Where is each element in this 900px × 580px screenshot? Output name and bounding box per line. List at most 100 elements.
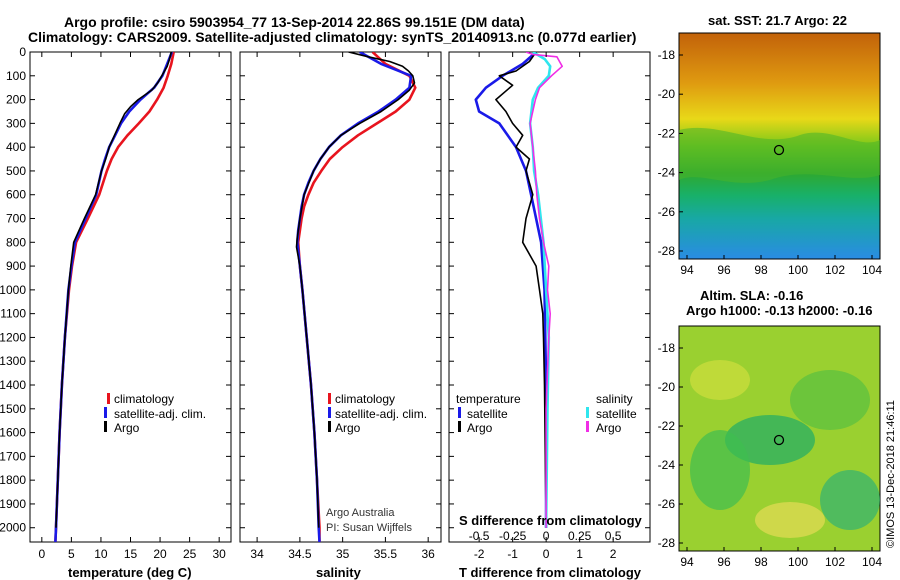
sst-map-title: sat. SST: 21.7 Argo: 22: [708, 13, 847, 28]
depth-tick-label: 300: [6, 116, 26, 130]
sla-map-blob: [790, 370, 870, 430]
depth-tick-label: 1900: [0, 497, 26, 511]
depth-tick-label: 500: [6, 164, 26, 178]
legend-label-satellite: satellite-adj. clim.: [114, 407, 206, 421]
t-difference-axis-label: T difference from climatology: [459, 565, 642, 580]
legend-swatch-climatology: [328, 393, 331, 404]
difference-plot-frame: [448, 51, 651, 543]
depth-axis: 0 100 200 300 400 500 600 700 800 900 1000 1100 1200…: [0, 45, 650, 535]
x-tick-label: -1: [507, 547, 518, 561]
sst-argo-location-marker: [773, 144, 785, 156]
map-lat-label: -28: [658, 244, 676, 258]
temperature-plot-frame: [29, 51, 232, 543]
salinity-profiles: [295, 52, 417, 542]
legend-swatch-satellite: [104, 407, 107, 418]
map-lat-label: -20: [658, 380, 676, 394]
depth-tick-label: 0: [19, 45, 26, 59]
s-diff-tick-label: 0.25: [568, 529, 592, 543]
map-lon-label: 102: [825, 555, 845, 569]
legend-label-argo: Argo: [114, 421, 140, 435]
x-tick-label: -2: [474, 547, 485, 561]
difference-profiles: [474, 52, 564, 528]
s-diff-tick-label: 0: [543, 529, 550, 543]
depth-tick-label: 1100: [0, 307, 26, 321]
figure-title-line2: Climatology: CARS2009. Satellite-adjuste…: [28, 29, 637, 45]
x-tick-label: 34: [250, 547, 264, 561]
depth-tick-label: 700: [6, 212, 26, 226]
series-line-argo: [295, 52, 416, 528]
map-lon-label: 94: [680, 263, 694, 277]
map-lon-label: 100: [788, 555, 808, 569]
depth-tick-label: 200: [6, 93, 26, 107]
x-tick-label: 5: [68, 547, 75, 561]
map-lon-label: 104: [862, 263, 882, 277]
series-line-temperature-argo: [495, 52, 547, 528]
depth-tick-label: 1300: [0, 354, 26, 368]
depth-tick-label: 1600: [0, 426, 26, 440]
legend-swatch-t-satellite: [458, 407, 461, 418]
x-tick-label: 2: [610, 547, 617, 561]
x-tick-label: 35: [336, 547, 350, 561]
imos-copyright-label: ©IMOS 13-Dec-2018 21:46:11: [885, 400, 897, 548]
map-lat-label: -26: [658, 497, 676, 511]
x-tick-label: 0: [543, 547, 550, 561]
legend-swatch-satellite: [328, 407, 331, 418]
depth-tick-label: 1500: [0, 402, 26, 416]
s-diff-tick-label: -0.25: [499, 529, 527, 543]
map-lon-label: 98: [754, 263, 768, 277]
map-lat-label: -22: [658, 126, 676, 140]
legend-label-climatology: climatology: [335, 392, 395, 406]
legend-swatch-climatology: [107, 393, 110, 404]
legend-swatch-argo: [104, 421, 107, 432]
x-tick-label: 25: [183, 547, 197, 561]
salinity-axis-label: salinity: [316, 565, 362, 580]
depth-tick-label: 1400: [0, 378, 26, 392]
legend-swatch-argo: [328, 421, 331, 432]
legend-label-s-satellite: satellite: [596, 407, 637, 421]
depth-tick-label: 1800: [0, 473, 26, 487]
sla-map-title-line2: Argo h1000: -0.13 h2000: -0.16: [686, 303, 872, 318]
map-lat-label: -18: [658, 48, 676, 62]
map-lat-label: -26: [658, 205, 676, 219]
s-diff-tick-label: -0.5: [469, 529, 490, 543]
legend-swatch-s-satellite: [586, 407, 589, 418]
legend-title-temperature: temperature: [456, 392, 521, 406]
map-lon-label: 104: [862, 555, 882, 569]
sla-map-blob: [820, 470, 880, 530]
x-tick-label: 20: [153, 547, 167, 561]
depth-tick-label: 900: [6, 259, 26, 273]
legend-label-argo: Argo: [335, 421, 361, 435]
series-line-salinity-argo: [525, 52, 564, 528]
legend-label-climatology: climatology: [114, 392, 174, 406]
x-tick-label: 1: [576, 547, 583, 561]
map-lat-label: -20: [658, 87, 676, 101]
map-lat-label: -24: [658, 166, 676, 180]
sla-argo-location-marker: [773, 434, 785, 446]
x-tick-label: 15: [124, 547, 138, 561]
depth-tick-label: 2000: [0, 521, 26, 535]
x-tick-label: 0: [38, 547, 45, 561]
s-difference-axis-label: S difference from climatology: [459, 513, 643, 528]
sla-map-blob: [725, 415, 815, 465]
x-tick-label: 36: [421, 547, 435, 561]
map-lat-label: -18: [658, 341, 676, 355]
map-lat-label: -28: [658, 536, 676, 550]
depth-tick-label: 800: [6, 235, 26, 249]
map-lon-label: 96: [717, 555, 731, 569]
series-line-argo: [55, 52, 173, 528]
depth-tick-label: 600: [6, 188, 26, 202]
sla-map-axes: -18 -20 -22 -24 -26 -28 94 96 98 100 102 104: [658, 341, 883, 569]
map-lat-label: -22: [658, 419, 676, 433]
temperature-axis-label: temperature (deg C): [68, 565, 192, 580]
map-lat-label: -24: [658, 458, 676, 472]
x-tick-label: 34.5: [288, 547, 312, 561]
map-lon-label: 98: [754, 555, 768, 569]
s-diff-tick-label: 0.5: [605, 529, 622, 543]
legend-swatch-t-argo: [458, 421, 461, 432]
x-tick-label: 35.5: [374, 547, 398, 561]
x-tick-label: 10: [94, 547, 108, 561]
credit-line2: PI: Susan Wijffels: [326, 522, 412, 534]
depth-tick-label: 1200: [0, 330, 26, 344]
credit-line1: Argo Australia: [326, 507, 395, 519]
